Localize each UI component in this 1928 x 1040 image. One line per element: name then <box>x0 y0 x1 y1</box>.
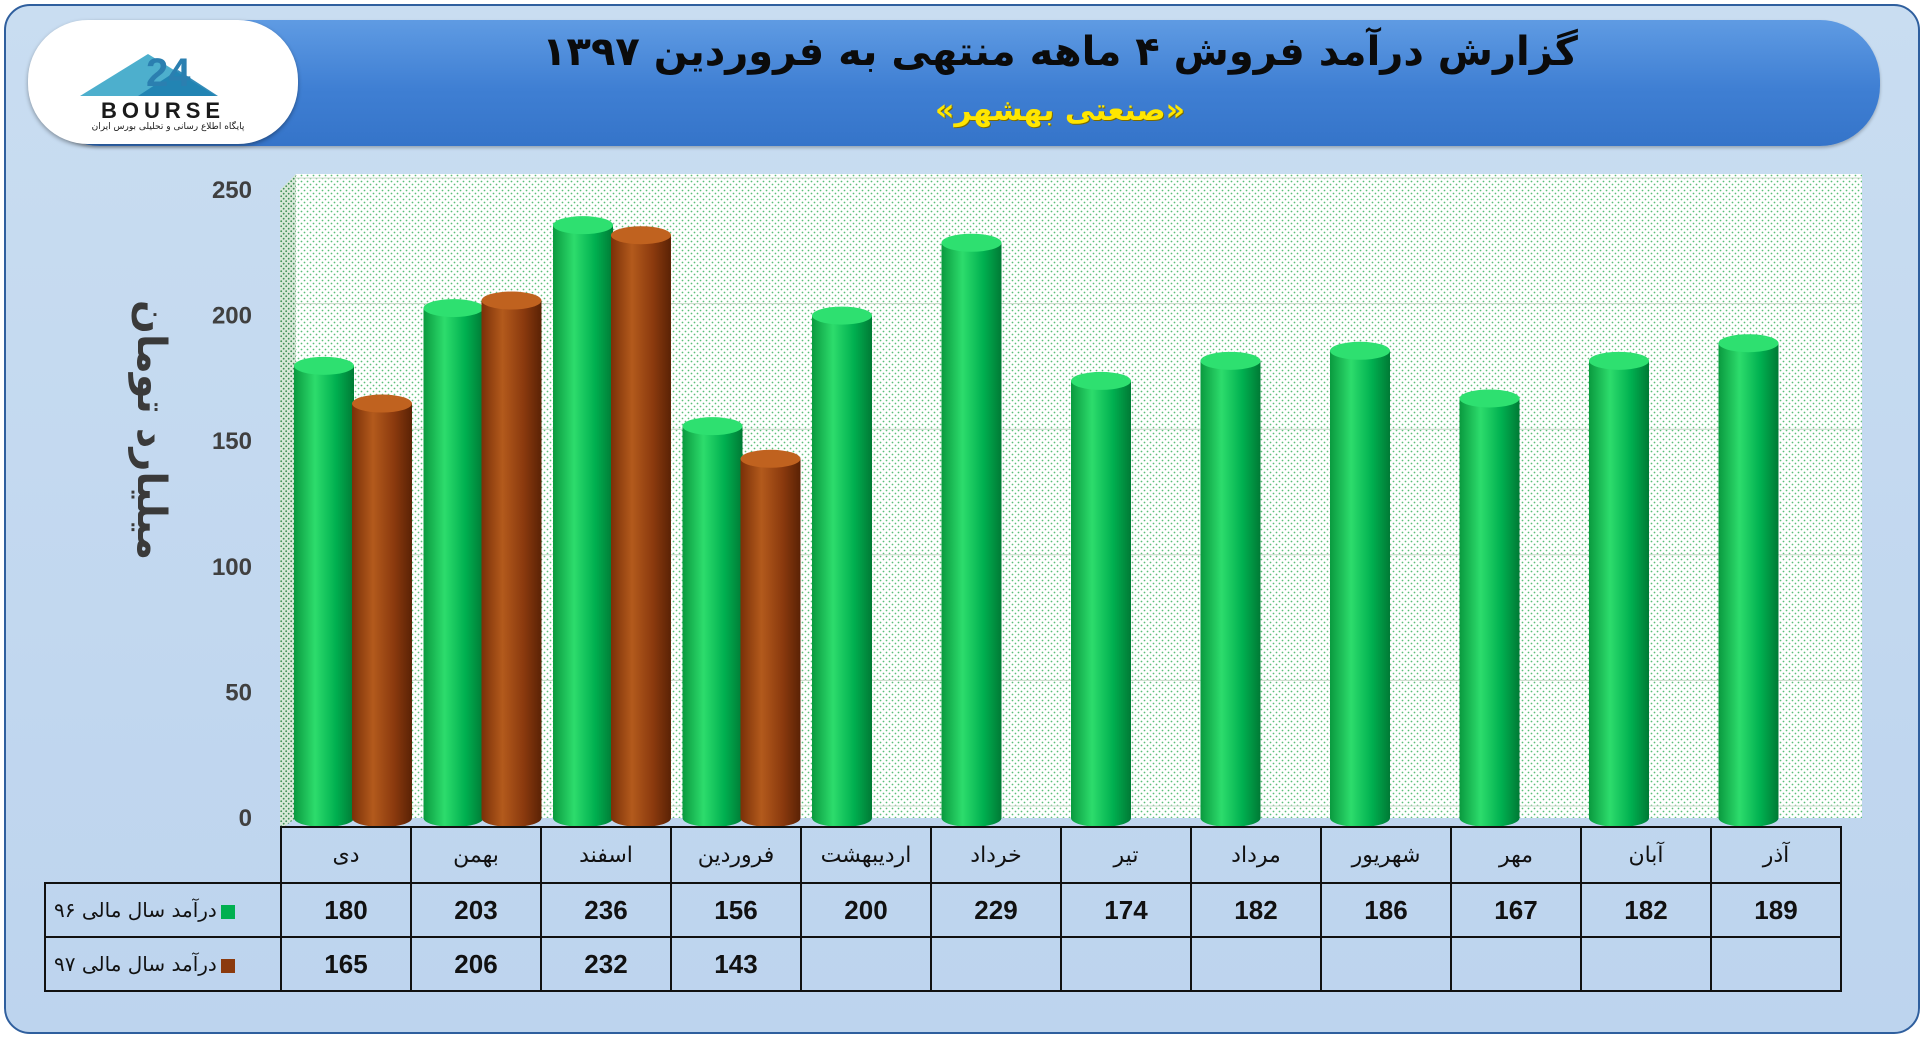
bar-cap <box>611 226 671 245</box>
bar-cap <box>294 356 354 375</box>
bar <box>1200 360 1261 828</box>
bar-cap <box>481 291 542 310</box>
bar <box>1071 380 1131 827</box>
y-tick-label: 100 <box>212 554 252 581</box>
data-label <box>1450 936 1582 992</box>
y-tick-label: 150 <box>212 428 252 455</box>
category-label: دی <box>280 826 412 884</box>
category-label: بهمن <box>410 826 542 884</box>
bar-cap <box>352 394 412 413</box>
legend-label-96: درآمد سال مالی ۹۶ <box>54 898 217 922</box>
legend-label-97: درآمد سال مالی ۹۷ <box>54 952 217 976</box>
bar-cap <box>553 216 613 235</box>
y-tick-label: 200 <box>212 303 252 330</box>
bar <box>481 300 542 828</box>
bar-cap <box>423 299 484 318</box>
bar <box>1718 343 1779 828</box>
data-label <box>1710 936 1842 992</box>
bar <box>682 426 743 828</box>
bar <box>1459 398 1520 828</box>
data-label: 156 <box>670 882 802 938</box>
table-row-96: درآمد سال مالی ۹۶ 180 203 236 156 200 229 174 1… <box>44 882 1842 938</box>
y-tick-label: 250 <box>212 177 252 204</box>
bar <box>553 225 613 828</box>
row-label-96: درآمد سال مالی ۹۶ <box>44 882 282 938</box>
y-axis-label: میلیارد تومان <box>128 300 174 560</box>
data-label <box>930 936 1062 992</box>
bar-cap <box>1589 351 1649 370</box>
plot-side-wall <box>280 174 296 830</box>
logo-tagline: پایگاه اطلاع رسانی و تحلیلی بورس ایران <box>91 122 245 132</box>
data-label: 189 <box>1710 882 1842 938</box>
category-label: خرداد <box>930 826 1062 884</box>
data-label: 206 <box>410 936 542 992</box>
data-label: 180 <box>280 882 412 938</box>
bar <box>740 458 801 828</box>
bar-cap <box>941 233 1002 252</box>
y-axis-ticks: 0 50 100 150 200 250 <box>212 177 252 832</box>
category-label: اردیبهشت <box>800 826 932 884</box>
bar <box>294 365 354 827</box>
table-row-97: درآمد سال مالی ۹۷ 165 206 232 143 <box>44 936 1842 992</box>
data-label: 165 <box>280 936 412 992</box>
bar-cap <box>740 449 801 468</box>
bar-cap <box>1330 341 1390 360</box>
data-label <box>800 936 932 992</box>
category-label: آذر <box>1710 826 1842 884</box>
data-label: 232 <box>540 936 672 992</box>
bars <box>294 216 1779 828</box>
data-label: 174 <box>1060 882 1192 938</box>
data-label <box>1320 936 1452 992</box>
data-label: 167 <box>1450 882 1582 938</box>
bar <box>812 315 872 827</box>
data-label: 236 <box>540 882 672 938</box>
bar-cap <box>812 306 872 325</box>
title-banner <box>40 20 1880 146</box>
data-label: 229 <box>930 882 1062 938</box>
chart-title: گزارش درآمد فروش ۴ ماهه منتهی به فروردین… <box>542 29 1578 75</box>
category-label: اسفند <box>540 826 672 884</box>
category-label: تیر <box>1060 826 1192 884</box>
category-label: مرداد <box>1190 826 1322 884</box>
data-label: 203 <box>410 882 542 938</box>
chart-subtitle: «صنعتی بهشهر» <box>934 93 1186 128</box>
bar <box>941 242 1002 828</box>
table-header-row: دی بهمن اسفند فروردین اردیبهشت خرداد تیر مرداد ش… <box>45 826 1842 884</box>
data-label <box>1190 936 1322 992</box>
bar-cap <box>1459 389 1520 408</box>
bar <box>352 403 412 827</box>
data-label: 186 <box>1320 882 1452 938</box>
category-label: مهر <box>1450 826 1582 884</box>
logo-text: BOURSE <box>101 98 225 123</box>
bar <box>611 235 671 827</box>
row-label-97: درآمد سال مالی ۹۷ <box>44 936 282 992</box>
logo-mark: 24 BOURSE <box>80 51 225 123</box>
data-label <box>1580 936 1712 992</box>
category-label: فروردین <box>670 826 802 884</box>
category-label: آبان <box>1580 826 1712 884</box>
legend-swatch-96 <box>220 904 235 919</box>
bar-cap <box>1718 334 1779 353</box>
logo-number: 24 <box>146 51 191 95</box>
data-label: 182 <box>1190 882 1322 938</box>
bar <box>423 308 484 827</box>
data-table: دی بهمن اسفند فروردین اردیبهشت خرداد تیر مرداد ش… <box>44 826 1842 992</box>
bar-cap <box>1200 351 1261 370</box>
data-label <box>1060 936 1192 992</box>
bourse24-logo: 24 BOURSE پایگاه اطلاع رسانی و تحلیلی بو… <box>28 20 298 144</box>
y-tick-label: 50 <box>225 679 252 706</box>
y-tick-label: 0 <box>239 805 252 832</box>
bar <box>1330 350 1390 827</box>
data-label: 200 <box>800 882 932 938</box>
bar-cap <box>1071 371 1131 390</box>
category-label: شهریور <box>1320 826 1452 884</box>
data-label: 182 <box>1580 882 1712 938</box>
data-label: 143 <box>670 936 802 992</box>
bar <box>1589 360 1649 827</box>
legend-swatch-97 <box>220 958 235 973</box>
bar-cap <box>682 417 743 436</box>
table-corner <box>45 827 282 884</box>
